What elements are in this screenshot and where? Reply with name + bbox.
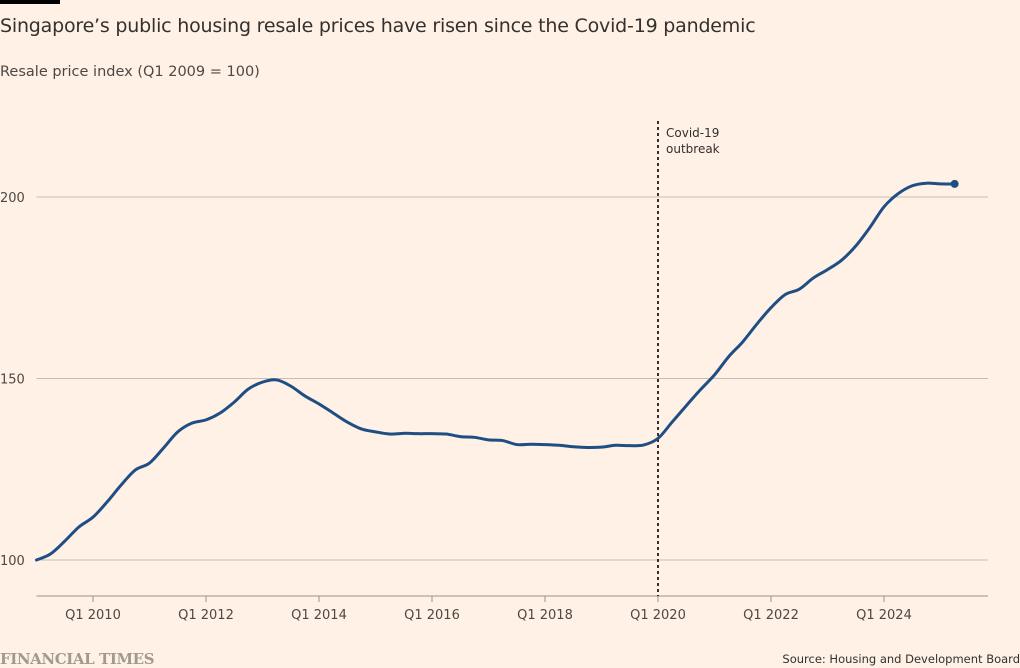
chart-title: Singapore’s public housing resale prices… — [0, 15, 756, 37]
gridlines — [36, 196, 988, 561]
x-axis: Q1 2010 Q1 2012 Q1 2014 Q1 2016 Q1 2018 Q1 20… — [36, 595, 988, 623]
x-tick-label: Q1 2022 — [743, 608, 799, 623]
ft-logo: FINANCIAL TIMES — [0, 650, 155, 668]
x-tick-label: Q1 2020 — [630, 608, 686, 623]
source-note: Source: Housing and Development Board — [782, 652, 1020, 666]
x-tick-label: Q1 2010 — [65, 608, 121, 623]
series-group — [35, 179, 959, 562]
y-tick-label: 100 — [0, 554, 25, 569]
series-line-resale-price-index — [35, 181, 957, 562]
x-tick-label: Q1 2018 — [517, 608, 573, 623]
covid-annotation-text: outbreak — [666, 142, 720, 156]
x-tick-label: Q1 2012 — [178, 608, 234, 623]
y-tick-label: 200 — [0, 191, 25, 206]
x-tick-label: Q1 2024 — [856, 608, 912, 623]
y-tick-label: 150 — [0, 373, 25, 388]
x-tick-label: Q1 2016 — [404, 608, 460, 623]
covid-annotation-text: Covid-19 — [666, 126, 719, 140]
covid-annotation: Covid-19 outbreak — [657, 121, 720, 596]
ft-top-bar — [0, 0, 60, 4]
chart-subtitle: Resale price index (Q1 2009 = 100) — [0, 64, 260, 80]
y-axis: 100 150 200 — [0, 191, 25, 569]
end-point-marker — [950, 179, 959, 188]
x-tick-label: Q1 2014 — [291, 608, 347, 623]
